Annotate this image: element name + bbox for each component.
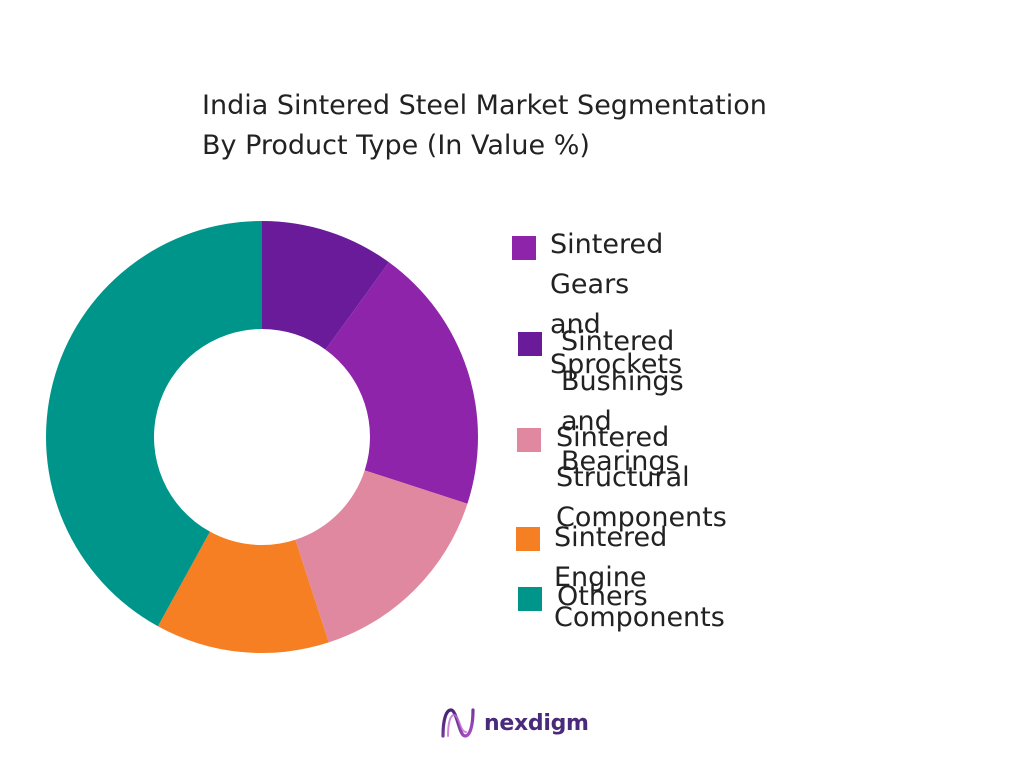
chart-title-block: India Sintered Steel Market Segmentation… xyxy=(202,86,882,166)
chart-title: India Sintered Steel Market Segmentation xyxy=(202,90,767,121)
donut-slice xyxy=(157,531,329,653)
donut-slice xyxy=(46,221,262,627)
donut-slice xyxy=(325,262,478,504)
donut-slice xyxy=(295,470,468,643)
chart-subtitle: By Product Type (In Value %) xyxy=(202,130,590,161)
donut-slice xyxy=(262,221,389,350)
brand-logo: nexdigm xyxy=(440,703,589,743)
brand-name: nexdigm xyxy=(484,710,589,736)
nexdigm-logo-icon xyxy=(441,708,475,738)
